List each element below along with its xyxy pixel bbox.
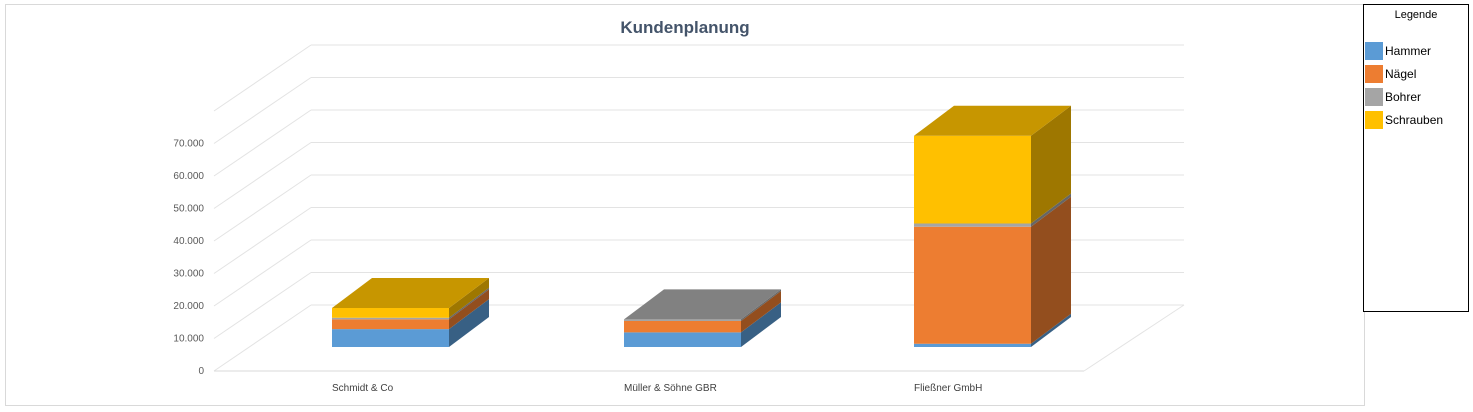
plot-area: 0 10.000 20.000 30.000 40.000 50.000 60.000 70.… [173, 44, 1185, 394]
y-tick-label: 60.000 [173, 171, 204, 182]
legend: Legende Hammer Nägel Bohrer Schrauben [1363, 4, 1469, 312]
legend-swatch-schrauben [1365, 111, 1383, 129]
legend-swatch-naegel [1365, 65, 1383, 83]
bar-side-hammer [449, 299, 489, 347]
y-tick-label: 70.000 [173, 139, 204, 150]
gridline-side [213, 142, 312, 209]
bar-side-bohrer [449, 287, 489, 320]
y-tick-label: 20.000 [173, 301, 204, 312]
bar-side-nägel [449, 289, 489, 330]
bar-side-bohrer [1031, 193, 1071, 227]
gridline-side [213, 272, 312, 339]
y-tick-label: 40.000 [173, 236, 204, 247]
bar-side-hammer [1031, 313, 1071, 347]
bar-segment-hammer [332, 329, 449, 347]
bar-segment-nägel [914, 226, 1031, 344]
bar-segment-hammer [624, 332, 741, 347]
bar-segment-bohrer [332, 317, 449, 320]
bar-side-nägel [1031, 196, 1071, 344]
y-tick-label: 30.000 [173, 269, 204, 280]
bar-segment-schrauben [332, 308, 449, 318]
gridline-side [213, 174, 312, 242]
gridline-side [213, 207, 312, 274]
bar-side-hammer [741, 302, 781, 347]
x-tick-label: Fließner GmbH [914, 383, 982, 394]
gridline-side [213, 239, 312, 307]
y-tick-label: 50.000 [173, 204, 204, 215]
legend-label-bohrer: Bohrer [1385, 90, 1422, 104]
legend-item-schrauben: Schrauben [1364, 109, 1468, 129]
legend-swatch-bohrer [1365, 88, 1383, 106]
bar-segment-schrauben [914, 135, 1031, 224]
chart-area: Kundenplanung 0 10.000 20.000 30.000 40.000 5… [5, 4, 1365, 406]
gridline-side [213, 44, 312, 112]
floor-edge-right [1083, 304, 1185, 372]
gridline-side [213, 77, 312, 144]
legend-label-naegel: Nägel [1385, 67, 1417, 81]
bar-segment-nägel [332, 319, 449, 330]
legend-title: Legende [1394, 9, 1438, 21]
legend-label-hammer: Hammer [1385, 44, 1432, 58]
y-tick-label: 10.000 [173, 334, 204, 345]
legend-label-schrauben: Schrauben [1385, 113, 1444, 127]
bar-segment-hammer [914, 343, 1031, 347]
gridline-side [213, 109, 312, 177]
legend-swatch-hammer [1365, 42, 1383, 60]
y-tick-label: 0 [198, 366, 204, 377]
bar-side-nägel [741, 291, 781, 333]
legend-item-hammer: Hammer [1364, 40, 1468, 60]
gridline-side [213, 304, 312, 372]
x-tick-label: Müller & Söhne GBR [624, 383, 717, 394]
bar-top-schrauben [332, 278, 489, 308]
x-tick-label: Schmidt & Co [332, 383, 394, 394]
legend-item-naegel: Nägel [1364, 63, 1468, 83]
bar-top-bohrer [624, 289, 781, 320]
legend-item-bohrer: Bohrer [1364, 86, 1468, 106]
bar-segment-nägel [624, 321, 741, 333]
bar-segment-bohrer [914, 223, 1031, 227]
bar-segment-bohrer [624, 319, 741, 321]
bar-side-schrauben [1031, 105, 1071, 224]
chart-title: Kundenplanung [620, 18, 750, 37]
bar-side-schrauben [449, 278, 489, 318]
bar-top-schrauben [914, 105, 1071, 136]
bar-side-bohrer [741, 289, 781, 321]
